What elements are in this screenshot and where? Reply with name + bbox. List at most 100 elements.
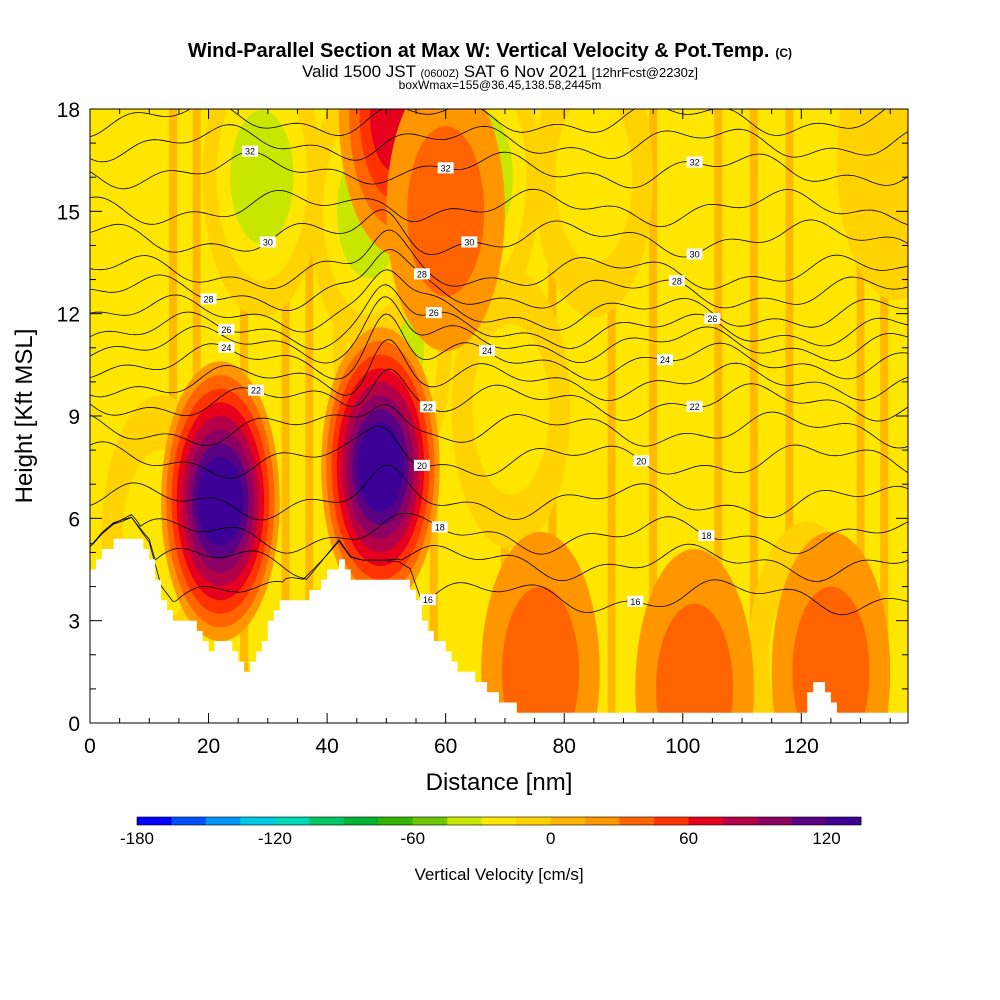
colorbar-swatch xyxy=(550,817,586,825)
isentrope-label: 26 xyxy=(221,325,231,335)
isentrope-label: 30 xyxy=(263,237,273,247)
isentrope-line xyxy=(90,296,908,364)
isentrope-label-bg xyxy=(419,594,436,606)
colorbar-swatch xyxy=(688,817,724,825)
isentrope-line xyxy=(90,124,908,163)
isentrope-label: 28 xyxy=(417,269,427,279)
isentrope-label-bg xyxy=(425,307,442,319)
subtitle-forecast: [12hrFcst@2230z] xyxy=(592,65,698,80)
colorbar-swatch xyxy=(343,817,379,825)
colorbar-tick-label: -60 xyxy=(401,829,426,848)
isentrope-label: 22 xyxy=(690,402,700,412)
velocity-streak xyxy=(880,109,889,723)
isentrope-label-bg xyxy=(627,595,644,607)
colorbar-swatch xyxy=(309,817,345,825)
updraft-cell xyxy=(197,456,244,546)
isentrope-line xyxy=(90,516,908,616)
isentrope-line xyxy=(90,404,908,449)
velocity-streak xyxy=(856,109,865,723)
isentrope-line xyxy=(90,151,908,190)
isentrope-label-bg xyxy=(218,323,235,335)
colorbar-swatch xyxy=(378,817,414,825)
isentrope-label: 20 xyxy=(417,461,427,471)
copyright-mark: (C) xyxy=(775,46,792,60)
isentrope-line xyxy=(90,209,908,258)
x-tick-label: 40 xyxy=(315,735,338,758)
velocity-streak xyxy=(281,109,290,723)
colorbar-tick-label: 120 xyxy=(812,829,840,848)
colorbar-swatch xyxy=(171,817,207,825)
y-tick-label: 15 xyxy=(57,201,80,224)
isentrope-line xyxy=(90,188,908,227)
terrain xyxy=(90,538,908,723)
isentrope-line xyxy=(90,269,908,333)
x-tick-label: 120 xyxy=(784,735,819,758)
colorbar-swatch xyxy=(585,817,621,825)
isentrope-label: 18 xyxy=(701,531,711,541)
x-axis-label: Distance [nm] xyxy=(426,769,573,796)
isentrope-label-bg xyxy=(656,354,673,366)
isentrope-label-bg xyxy=(247,384,264,396)
isentrope-label-bg xyxy=(704,313,721,325)
velocity-streak xyxy=(649,109,658,723)
colorbar-tick-label: -120 xyxy=(258,829,292,848)
colorbar-swatch xyxy=(757,817,793,825)
isentrope-label: 24 xyxy=(482,346,492,356)
y-tick-label: 18 xyxy=(57,99,80,122)
chart-subtitle-2: boxWmax=155@36.45,138.58,2445m xyxy=(399,78,602,92)
velocity-streak xyxy=(305,109,314,723)
isentrope-label: 26 xyxy=(429,308,439,318)
colorbar-swatch xyxy=(826,817,862,825)
velocity-streak xyxy=(749,109,758,723)
chart-title: Wind-Parallel Section at Max W: Vertical… xyxy=(188,40,792,62)
isentrope-label-bg xyxy=(479,345,496,357)
colorbar-swatch xyxy=(240,817,276,825)
isentrope-label-bg xyxy=(686,400,703,412)
isentrope-line xyxy=(90,109,887,138)
isentrope-line xyxy=(90,249,908,311)
isentrope-line xyxy=(90,368,908,422)
isentrope-label: 22 xyxy=(251,386,261,396)
colorbar: -180 -120 -60 0 60 120 xyxy=(120,816,862,848)
isentrope-label: 24 xyxy=(660,355,670,365)
isentrope-label: 28 xyxy=(204,294,214,304)
isentrope-label-bg xyxy=(259,236,276,248)
updraft-cell xyxy=(792,586,870,723)
isentrope-label: 18 xyxy=(435,522,445,532)
isentrope-line xyxy=(90,229,908,290)
colorbar-frame xyxy=(136,816,862,826)
x-tick-label: 80 xyxy=(553,735,576,758)
isentrope-label-bg xyxy=(413,459,430,471)
x-tick-label: 60 xyxy=(434,735,457,758)
x-tick-label: 20 xyxy=(197,735,220,758)
isentrope-label-bg xyxy=(413,268,430,280)
colorbar-swatch xyxy=(516,817,552,825)
colorbar-swatch xyxy=(274,817,310,825)
y-tick-label: 0 xyxy=(68,713,80,736)
isentrope-line xyxy=(90,464,908,521)
isentrope-label: 32 xyxy=(690,157,700,167)
y-tick-label: 9 xyxy=(68,406,80,429)
isentrope-label: 30 xyxy=(690,250,700,260)
plot-area: 16 16 18 18 20 20 22 22 22 24 24 24 26 26 26 28 28 28 30 30… xyxy=(90,109,908,723)
colorbar-tick-label: 0 xyxy=(546,829,555,848)
isentrope-label: 22 xyxy=(423,402,433,412)
x-tick-label: 0 xyxy=(84,735,96,758)
y-axis-label: Height [Kft MSL] xyxy=(11,329,38,504)
y-tick-label: 6 xyxy=(68,508,80,531)
y-tick-label: 12 xyxy=(57,304,80,327)
y-tick-label: 3 xyxy=(68,611,80,634)
isentrope-label-bg xyxy=(686,248,703,260)
isentrope-line xyxy=(90,512,908,555)
colorbar-swatch xyxy=(723,817,759,825)
isentrope-label-bg xyxy=(218,341,235,353)
axes: 0 20 40 60 80 100 120 0 3 6 9 12 15 18 xyxy=(57,99,908,758)
subtitle-valid: Valid 1500 JST xyxy=(302,62,416,81)
colorbar-tick-label: 60 xyxy=(679,829,698,848)
isentrope-label: 30 xyxy=(464,237,474,247)
isentrope-label-bg xyxy=(668,275,685,287)
colorbar-swatch xyxy=(137,817,172,825)
updraft-cell xyxy=(501,586,580,723)
chart-subtitle: Valid 1500 JST (0600Z) SAT 6 Nov 2021 [1… xyxy=(302,62,698,81)
isentrope-label: 16 xyxy=(423,595,433,605)
